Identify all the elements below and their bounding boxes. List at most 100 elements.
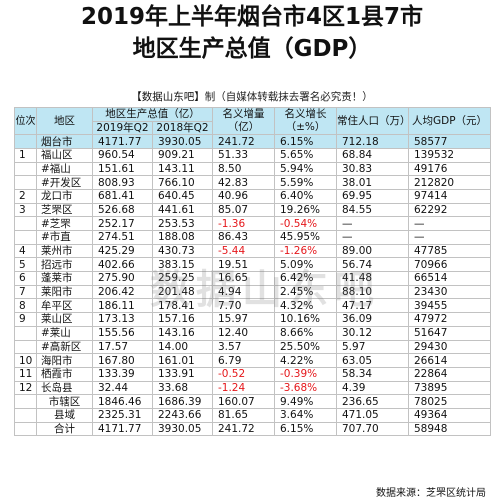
row-population: 36.09 bbox=[336, 312, 409, 327]
row-increase: -0.52 bbox=[212, 366, 275, 382]
table-row: 10 海阳市 167.80 161.01 6.79 4.22% 63.05 26614 bbox=[14, 353, 491, 368]
row-region: 龙口市 bbox=[36, 188, 93, 204]
subtitle: 【数据山东吧】制（自媒体转载抹去署名必究责！） bbox=[0, 91, 504, 104]
row-increase: 81.65 bbox=[212, 407, 275, 423]
row-population: 712.18 bbox=[336, 134, 409, 149]
row-increase: 86.43 bbox=[212, 230, 275, 245]
row-region: #市直 bbox=[36, 230, 93, 245]
row-gdp-2018: 133.91 bbox=[152, 366, 213, 382]
row-population: 56.74 bbox=[336, 257, 409, 273]
row-per-capita: 70966 bbox=[408, 257, 491, 273]
row-region: #福山 bbox=[36, 161, 93, 177]
row-per-capita: 47785 bbox=[408, 243, 491, 259]
row-rank bbox=[14, 230, 37, 245]
row-rank bbox=[14, 175, 37, 190]
row-per-capita: 49364 bbox=[408, 407, 491, 423]
row-region: 蓬莱市 bbox=[36, 271, 93, 286]
table-row: #市直 274.51 188.08 86.43 45.95% — — bbox=[14, 230, 491, 245]
row-gdp-2019: 133.39 bbox=[92, 366, 153, 382]
table-body: 烟台市 4171.77 3930.05 241.72 6.15% 712.18 58577 1… bbox=[14, 134, 491, 437]
row-gdp-2019: 151.61 bbox=[92, 161, 153, 177]
table-row: #芝罘 252.17 253.53 -1.36 -0.54% — — bbox=[14, 216, 491, 231]
row-rank: 1 bbox=[14, 147, 37, 163]
row-rank: 7 bbox=[14, 284, 37, 300]
row-growth: 5.94% bbox=[274, 161, 337, 177]
row-gdp-2018: 143.16 bbox=[152, 325, 213, 341]
row-gdp-2019: 167.80 bbox=[92, 353, 153, 368]
row-increase: 42.83 bbox=[212, 175, 275, 190]
row-gdp-2018: 430.73 bbox=[152, 243, 213, 259]
row-growth: 4.22% bbox=[274, 353, 337, 368]
row-gdp-2018: 2243.66 bbox=[152, 407, 213, 423]
row-population: — bbox=[336, 230, 409, 245]
row-gdp-2019: 186.11 bbox=[92, 298, 153, 314]
table-row: #莱山 155.56 143.16 12.40 8.66% 30.12 51647 bbox=[14, 325, 491, 341]
row-gdp-2019: 402.66 bbox=[92, 257, 153, 273]
row-region: #高新区 bbox=[36, 339, 93, 355]
row-region: #莱山 bbox=[36, 325, 93, 341]
row-per-capita: 22864 bbox=[408, 366, 491, 382]
row-gdp-2019: 1846.46 bbox=[92, 394, 153, 409]
subtitle-source: 【数据山东吧】 bbox=[131, 91, 205, 103]
table-row: 6 蓬莱市 275.90 259.25 16.65 6.42% 41.48 66514 bbox=[14, 271, 491, 286]
row-increase: 15.97 bbox=[212, 312, 275, 327]
row-per-capita: — bbox=[408, 230, 491, 245]
row-growth: 6.40% bbox=[274, 188, 337, 204]
row-population: 5.97 bbox=[336, 339, 409, 355]
table-row: 9 莱山区 173.13 157.16 15.97 10.16% 36.09 47972 bbox=[14, 312, 491, 327]
row-gdp-2019: 155.56 bbox=[92, 325, 153, 341]
row-population: 30.83 bbox=[336, 161, 409, 177]
row-gdp-2019: 275.90 bbox=[92, 271, 153, 286]
row-gdp-2018: 1686.39 bbox=[152, 394, 213, 409]
title-line-1: 2019年上半年烟台市4区1县7市 bbox=[80, 4, 424, 30]
row-growth: 3.64% bbox=[274, 407, 337, 423]
row-region: 莱阳市 bbox=[36, 284, 93, 300]
row-per-capita: 51647 bbox=[408, 325, 491, 341]
row-increase: 160.07 bbox=[212, 394, 275, 409]
row-increase: 6.79 bbox=[212, 353, 275, 368]
row-gdp-2019: 526.68 bbox=[92, 202, 153, 218]
gdp-table: 位次 地区 地区生产总值（亿） 名义增量（亿） 名义增长（±%） 常住人口（万）… bbox=[14, 106, 491, 437]
row-per-capita: — bbox=[408, 216, 491, 231]
header-region: 地区 bbox=[36, 106, 93, 136]
row-gdp-2019: 4171.77 bbox=[92, 134, 153, 149]
row-growth: -1.26% bbox=[274, 243, 337, 259]
row-rank: 4 bbox=[14, 243, 37, 259]
header-per-capita: 人均GDP（元） bbox=[408, 106, 491, 136]
row-region: 莱州市 bbox=[36, 243, 93, 259]
row-per-capita: 23430 bbox=[408, 284, 491, 300]
row-population: 30.12 bbox=[336, 325, 409, 341]
table-row: 5 招远市 402.66 383.15 19.51 5.09% 56.74 70966 bbox=[14, 257, 491, 273]
row-region: 合计 bbox=[36, 421, 93, 437]
row-gdp-2018: 766.10 bbox=[152, 175, 213, 190]
table-row: 12 长岛县 32.44 33.68 -1.24 -3.68% 4.39 73895 bbox=[14, 380, 491, 396]
row-rank: 2 bbox=[14, 188, 37, 204]
row-rank: 11 bbox=[14, 366, 37, 382]
row-population: — bbox=[336, 216, 409, 231]
row-rank bbox=[14, 161, 37, 177]
row-rank bbox=[14, 421, 37, 437]
row-gdp-2019: 2325.31 bbox=[92, 407, 153, 423]
table-row: #开发区 808.93 766.10 42.83 5.59% 38.01 212820 bbox=[14, 175, 491, 190]
subtitle-note: 制（自媒体转载抹去署名必究责！） bbox=[204, 91, 373, 103]
row-growth: 6.15% bbox=[274, 134, 337, 149]
row-increase: 40.96 bbox=[212, 188, 275, 204]
row-gdp-2019: 252.17 bbox=[92, 216, 153, 231]
row-growth: -0.39% bbox=[274, 366, 337, 382]
table-row: 7 莱阳市 206.42 201.48 4.94 2.45% 88.10 23430 bbox=[14, 284, 491, 300]
row-region: 芝罘区 bbox=[36, 202, 93, 218]
title-line-2: 地区生产总值（GDP） bbox=[132, 36, 372, 62]
row-population: 236.65 bbox=[336, 394, 409, 409]
row-per-capita: 39455 bbox=[408, 298, 491, 314]
row-rank bbox=[14, 339, 37, 355]
row-rank: 12 bbox=[14, 380, 37, 396]
row-growth: -0.54% bbox=[274, 216, 337, 231]
row-growth: 25.50% bbox=[274, 339, 337, 355]
row-per-capita: 58577 bbox=[408, 134, 491, 149]
row-growth: 5.59% bbox=[274, 175, 337, 190]
row-increase: -1.24 bbox=[212, 380, 275, 396]
table-row: 1 福山区 960.54 909.21 51.33 5.65% 68.84 139532 bbox=[14, 147, 491, 163]
row-gdp-2019: 274.51 bbox=[92, 230, 153, 245]
row-growth: 4.32% bbox=[274, 298, 337, 314]
row-gdp-2019: 206.42 bbox=[92, 284, 153, 300]
